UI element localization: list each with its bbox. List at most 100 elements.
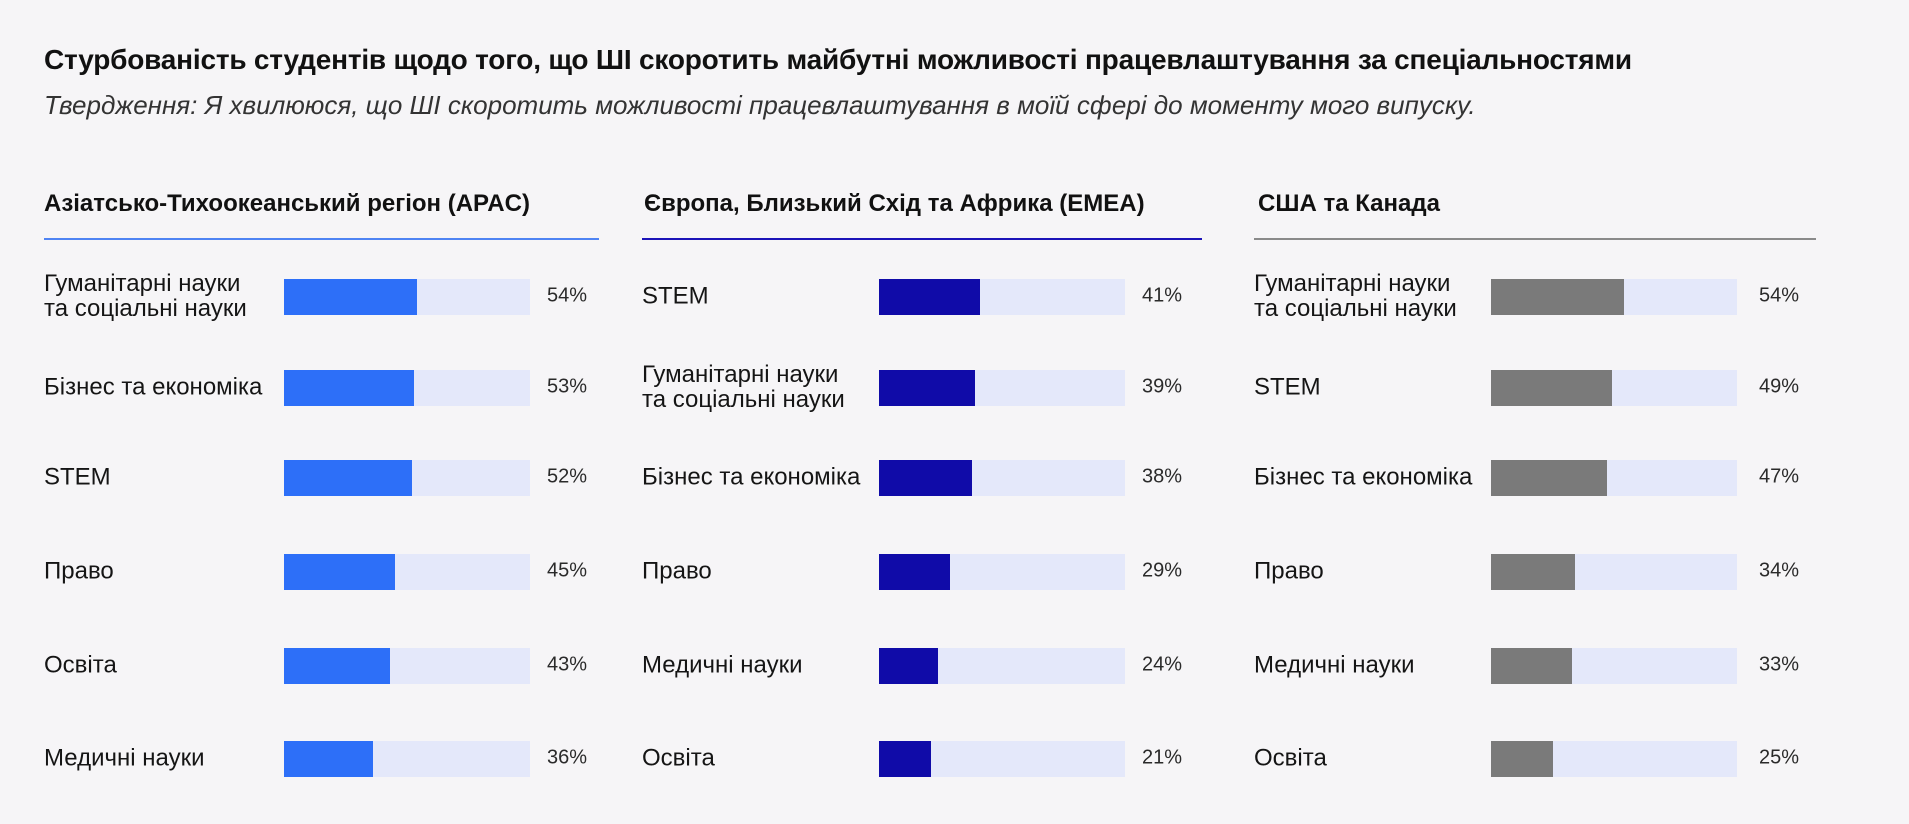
bar-track: [1491, 460, 1737, 496]
bar-row-apac: Право 45%: [44, 551, 604, 591]
bar-track: [879, 741, 1125, 777]
value-label: 54%: [547, 284, 588, 307]
value-label: 43%: [547, 653, 588, 676]
panel-rule-apac: [44, 238, 599, 240]
bar-row-emea: Гуманітарні науки та соціальні науки 39%: [642, 362, 1202, 412]
bar-row-na: Медичні науки 33%: [1254, 645, 1814, 685]
value-label: 36%: [547, 746, 588, 769]
bar-row-emea: STEM 41%: [642, 276, 1202, 316]
value-label: 25%: [1759, 746, 1800, 769]
bar-row-apac: Бізнес та економіка 53%: [44, 367, 604, 407]
value-label: 53%: [547, 375, 588, 398]
bar-track: [284, 279, 530, 315]
bar-track: [284, 648, 530, 684]
category-label: Освіта: [642, 744, 715, 772]
bar-row-emea: Право 29%: [642, 551, 1202, 591]
bar: [879, 648, 939, 684]
bar: [284, 554, 395, 590]
category-label: STEM: [44, 463, 111, 491]
bar-track: [284, 554, 530, 590]
category-label: Гуманітарні науки та соціальні науки: [1254, 270, 1457, 322]
bar: [1491, 648, 1573, 684]
bar-track: [879, 648, 1125, 684]
bar: [284, 279, 417, 315]
value-label: 21%: [1142, 746, 1183, 769]
bar-track: [1491, 554, 1737, 590]
bar: [879, 370, 975, 406]
bar-track: [879, 279, 1125, 315]
bar-row-apac: Медичні науки 36%: [44, 738, 604, 778]
value-label: 29%: [1142, 559, 1183, 582]
panel-title-na: США та Канада: [1258, 190, 1440, 217]
bar: [879, 741, 931, 777]
category-label: Право: [642, 557, 712, 585]
bar-track: [284, 370, 530, 406]
bar-row-na: Право 34%: [1254, 551, 1814, 591]
panel-rule-na: [1254, 238, 1816, 240]
bar-row-apac: Гуманітарні науки та соціальні науки 54%: [44, 271, 604, 321]
bar-track: [284, 460, 530, 496]
panel-title-apac: Азіатсько-Тихоокеанський регіон (APAC): [44, 190, 530, 217]
value-label: 54%: [1759, 284, 1800, 307]
bar: [879, 279, 980, 315]
bar-row-na: Бізнес та економіка 47%: [1254, 457, 1814, 497]
bar-row-na: Освіта 25%: [1254, 738, 1814, 778]
bar-row-na: STEM 49%: [1254, 367, 1814, 407]
category-label: STEM: [642, 282, 709, 310]
bar: [1491, 460, 1607, 496]
bar: [879, 460, 973, 496]
bar: [1491, 279, 1624, 315]
chart-subtitle: Твердження: Я хвилююся, що ШІ скоротить …: [44, 90, 1476, 120]
value-label: 34%: [1759, 559, 1800, 582]
bar: [284, 741, 373, 777]
category-label: Бізнес та економіка: [642, 463, 861, 491]
bar: [1491, 741, 1553, 777]
category-label: Гуманітарні науки та соціальні науки: [642, 361, 845, 413]
bar-track: [879, 460, 1125, 496]
bar-row-emea: Медичні науки 24%: [642, 645, 1202, 685]
category-label: Право: [44, 557, 114, 585]
chart-title: Стурбованість студентів щодо того, що ШІ…: [44, 44, 1632, 75]
category-label: Медичні науки: [44, 744, 205, 772]
panel-title-emea: Європа, Близький Схід та Африка (EMEA): [644, 190, 1145, 217]
bar-track: [879, 370, 1125, 406]
bar: [1491, 554, 1575, 590]
bar-row-emea: Освіта 21%: [642, 738, 1202, 778]
category-label: STEM: [1254, 373, 1321, 401]
value-label: 45%: [547, 559, 588, 582]
value-label: 38%: [1142, 465, 1183, 488]
bar: [284, 460, 412, 496]
bar-track: [879, 554, 1125, 590]
category-label: Освіта: [1254, 744, 1327, 772]
bar-track: [1491, 370, 1737, 406]
bar-track: [1491, 648, 1737, 684]
value-label: 47%: [1759, 465, 1800, 488]
category-label: Медичні науки: [1254, 651, 1415, 679]
bar-row-na: Гуманітарні науки та соціальні науки 54%: [1254, 271, 1814, 321]
bar-row-emea: Бізнес та економіка 38%: [642, 457, 1202, 497]
value-label: 33%: [1759, 653, 1800, 676]
value-label: 39%: [1142, 375, 1183, 398]
value-label: 24%: [1142, 653, 1183, 676]
category-label: Право: [1254, 557, 1324, 585]
category-label: Гуманітарні науки та соціальні науки: [44, 270, 247, 322]
value-label: 52%: [547, 465, 588, 488]
bar: [1491, 370, 1612, 406]
category-label: Медичні науки: [642, 651, 803, 679]
bar-track: [1491, 279, 1737, 315]
value-label: 41%: [1142, 284, 1183, 307]
panel-apac: Азіатсько-Тихоокеанський регіон (APAC) Г…: [44, 190, 604, 790]
bar-track: [1491, 741, 1737, 777]
value-label: 49%: [1759, 375, 1800, 398]
category-label: Освіта: [44, 651, 117, 679]
panel-emea: Європа, Близький Схід та Африка (EMEA) S…: [642, 190, 1202, 790]
bar-row-apac: Освіта 43%: [44, 645, 604, 685]
category-label: Бізнес та економіка: [1254, 463, 1473, 491]
bar-track: [284, 741, 530, 777]
bar: [879, 554, 951, 590]
category-label: Бізнес та економіка: [44, 373, 263, 401]
panel-rule-emea: [642, 238, 1202, 240]
panel-na: США та Канада Гуманітарні науки та соціа…: [1254, 190, 1816, 790]
bar-row-apac: STEM 52%: [44, 457, 604, 497]
bar: [284, 648, 390, 684]
